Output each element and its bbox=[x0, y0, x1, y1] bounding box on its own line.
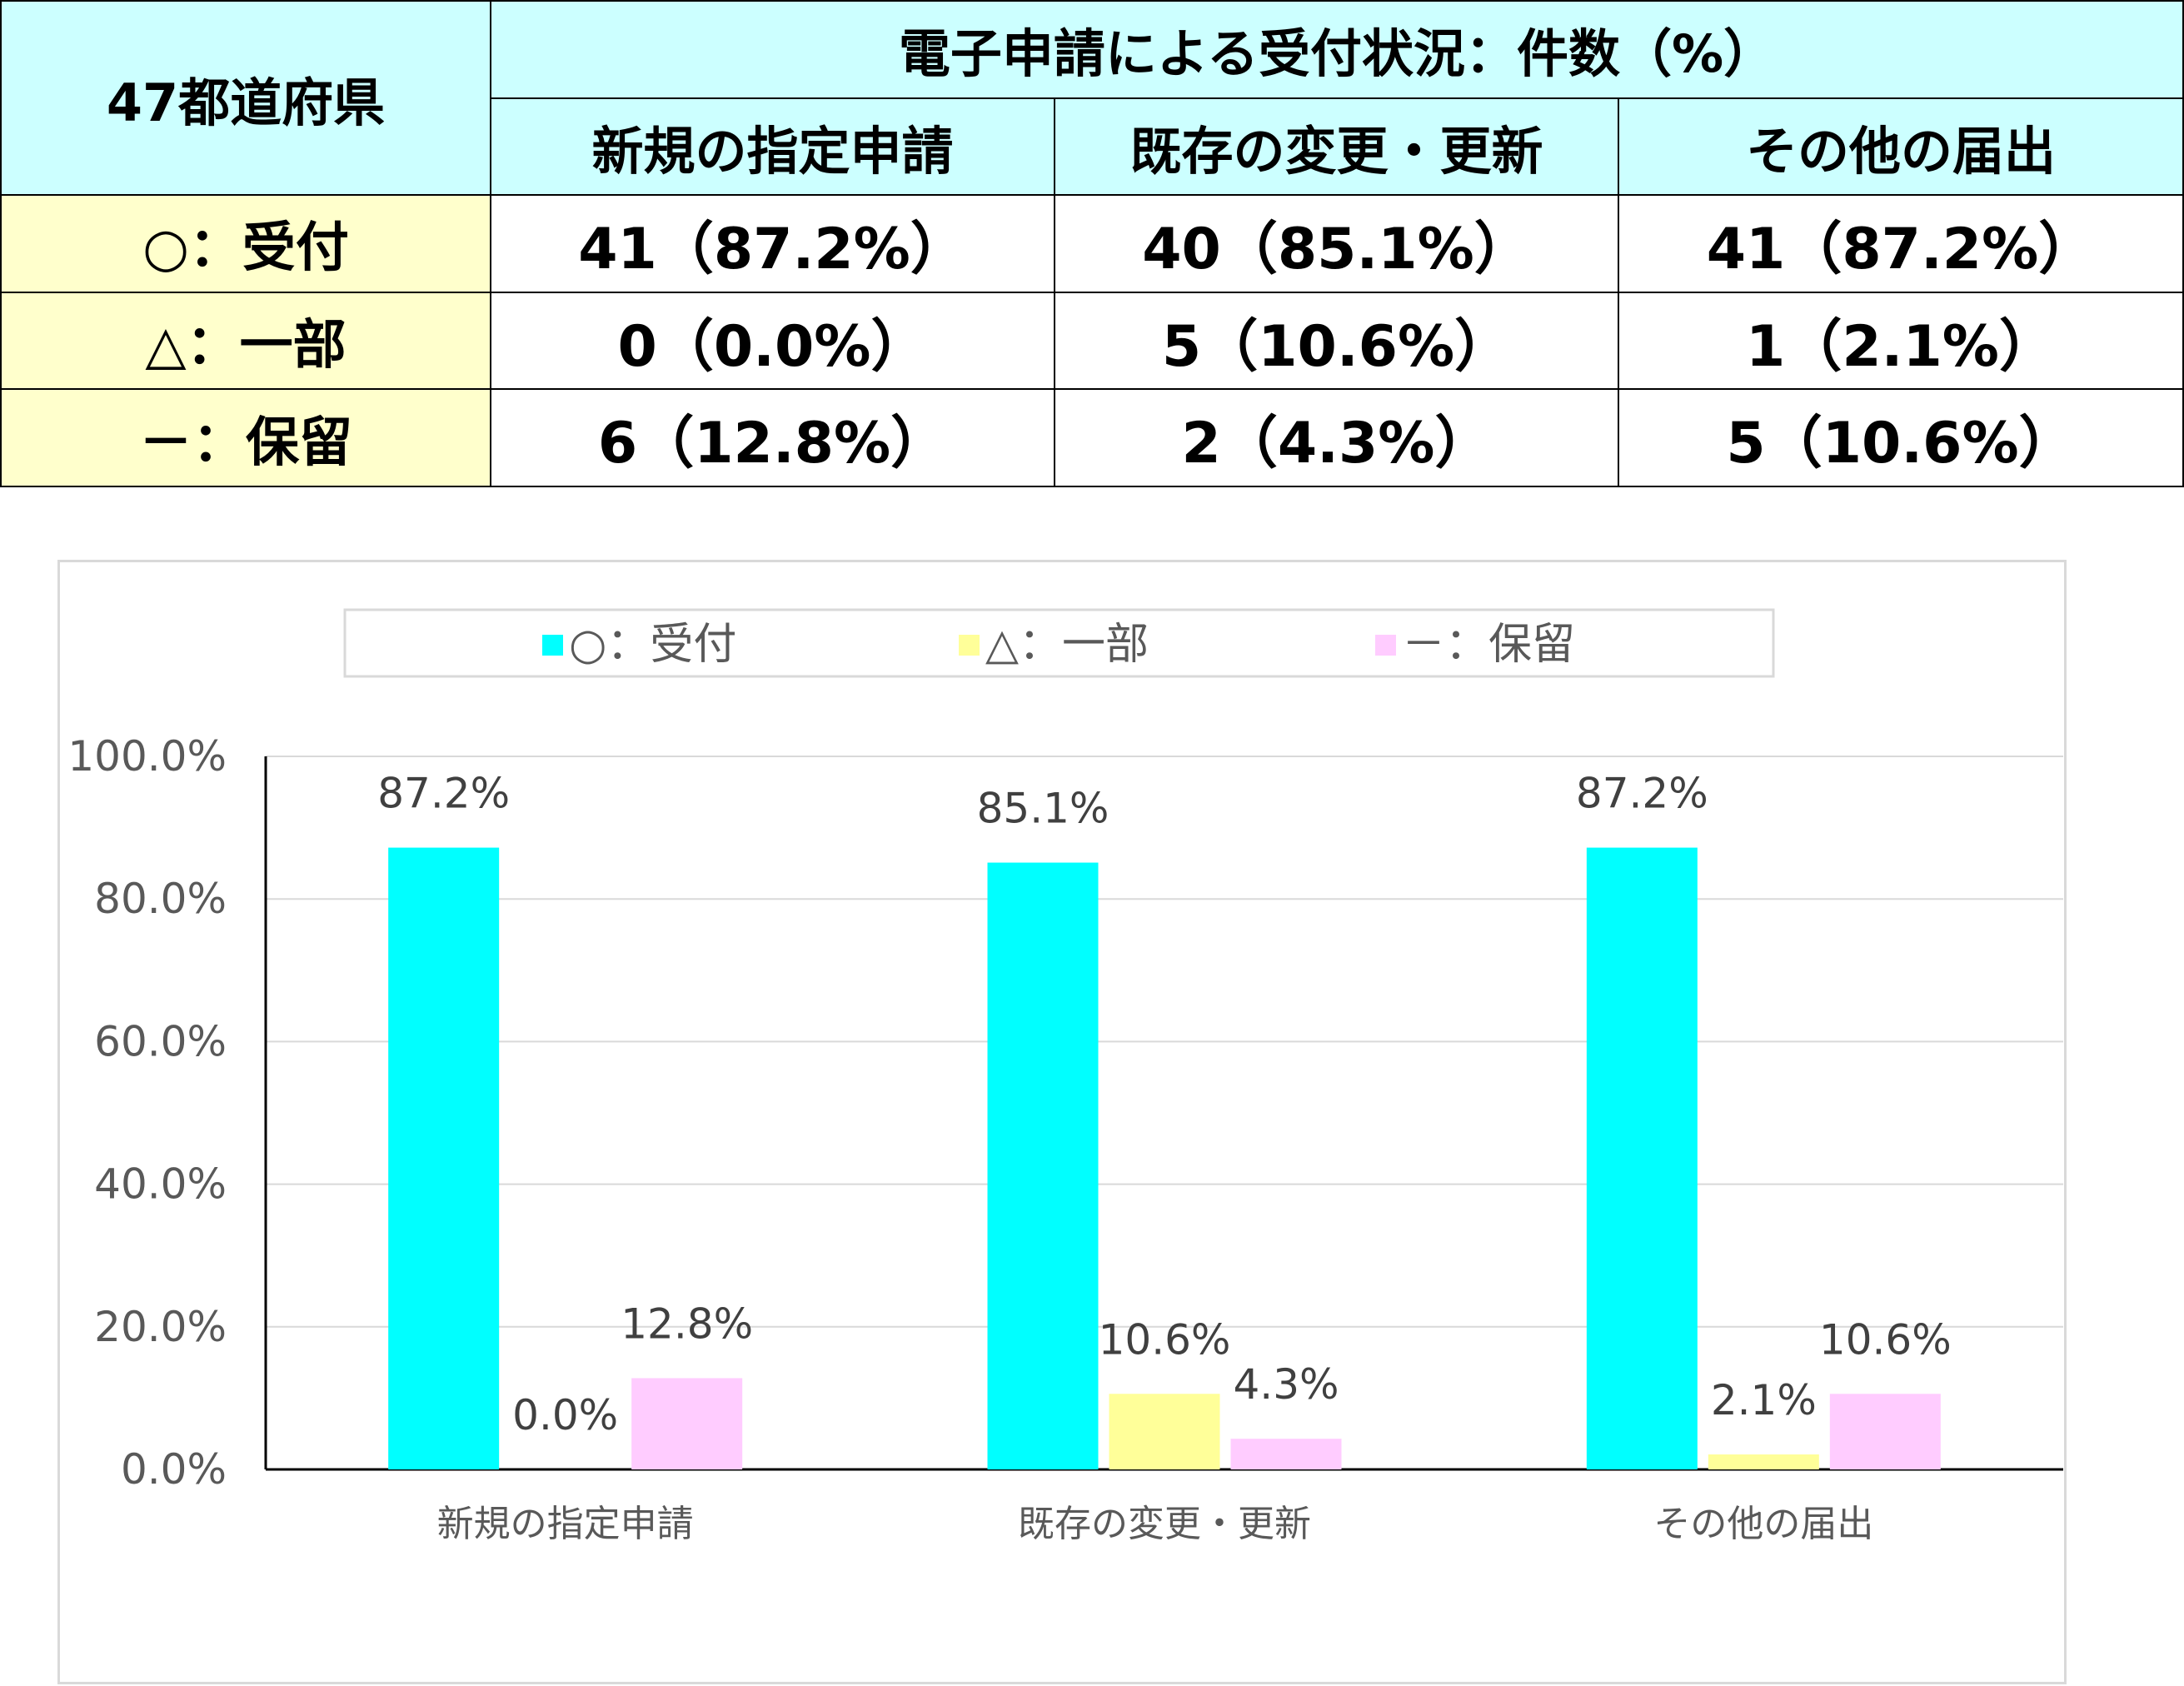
table-cell: 6（12.8%） bbox=[490, 388, 1055, 487]
y-tick-label: 20.0% bbox=[94, 1303, 227, 1351]
column-header: 既存の変更・更新 bbox=[1054, 97, 1619, 197]
y-tick-label: 60.0% bbox=[94, 1017, 227, 1065]
x-category-label: 新規の指定申請 bbox=[437, 1503, 694, 1545]
bar bbox=[1109, 1394, 1220, 1469]
table-title: 電子申請による受付状況：件数（%） bbox=[490, 0, 2184, 99]
y-tick-label: 80.0% bbox=[94, 875, 227, 923]
bar bbox=[1708, 1454, 1819, 1469]
table-row: ○：受付 41（87.2%） 40（85.1%） 41（87.2%） bbox=[0, 194, 2184, 293]
table-cell: 41（87.2%） bbox=[1618, 194, 2184, 293]
column-header: 新規の指定申請 bbox=[490, 97, 1055, 197]
chart-area: 0.0% 20.0% 40.0% 60.0% 80.0% 100.0% 87.2% 0.0% 1… bbox=[57, 560, 2067, 1684]
data-label: 10.6% bbox=[1819, 1315, 1952, 1364]
data-label: 85.1% bbox=[977, 785, 1109, 833]
data-label: 87.2% bbox=[377, 770, 510, 818]
table-row: △：一部 0（0.0%） 5（10.6%） 1（2.1%） bbox=[0, 291, 2184, 391]
y-tick-label: 0.0% bbox=[121, 1445, 227, 1494]
data-label: 0.0% bbox=[512, 1391, 618, 1439]
data-label: 12.8% bbox=[621, 1299, 753, 1348]
row-header: －：保留 bbox=[0, 388, 491, 487]
legend-label: ○：受付 bbox=[569, 620, 736, 670]
x-category-label: 既存の変更・更新 bbox=[1018, 1503, 1311, 1545]
data-label: 4.3% bbox=[1233, 1360, 1339, 1409]
corner-header: 47都道府県 bbox=[0, 0, 491, 197]
table-cell: 0（0.0%） bbox=[490, 291, 1055, 391]
table-cell: 40（85.1%） bbox=[1054, 194, 1619, 293]
legend-box bbox=[343, 608, 1775, 678]
column-header: その他の届出 bbox=[1618, 97, 2184, 197]
bar bbox=[1829, 1394, 1941, 1469]
bar bbox=[388, 847, 500, 1469]
x-category-label: その他の届出 bbox=[1653, 1503, 1873, 1545]
legend-label: △：一部 bbox=[985, 620, 1149, 670]
data-label: 2.1% bbox=[1711, 1376, 1817, 1424]
bar bbox=[631, 1378, 743, 1469]
row-header: △：一部 bbox=[0, 291, 491, 391]
table-row: －：保留 6（12.8%） 2（4.3%） 5（10.6%） bbox=[0, 388, 2184, 487]
table-cell: 41（87.2%） bbox=[490, 194, 1055, 293]
bar bbox=[1586, 847, 1698, 1469]
status-table: 47都道府県 電子申請による受付状況：件数（%） 新規の指定申請 既存の変更・更… bbox=[0, 0, 2184, 487]
data-label: 10.6% bbox=[1099, 1315, 1231, 1364]
bar bbox=[987, 862, 1099, 1469]
row-header: ○：受付 bbox=[0, 194, 491, 293]
table-cell: 5（10.6%） bbox=[1054, 291, 1619, 391]
y-tick-label: 40.0% bbox=[94, 1160, 227, 1209]
bar-chart: 0.0%20.0%40.0%60.0%80.0%100.0%87.2%0.0%1… bbox=[67, 608, 2063, 1545]
legend-swatch bbox=[959, 635, 980, 656]
y-tick-label: 100.0% bbox=[67, 732, 227, 781]
legend-swatch bbox=[1375, 635, 1396, 656]
bar bbox=[1230, 1439, 1342, 1469]
legend-swatch bbox=[542, 635, 563, 656]
table-cell: 5（10.6%） bbox=[1618, 388, 2184, 487]
legend-label: －：保留 bbox=[1402, 620, 1575, 670]
data-label: 87.2% bbox=[1576, 770, 1708, 818]
table-cell: 2（4.3%） bbox=[1054, 388, 1619, 487]
table-cell: 1（2.1%） bbox=[1618, 291, 2184, 391]
